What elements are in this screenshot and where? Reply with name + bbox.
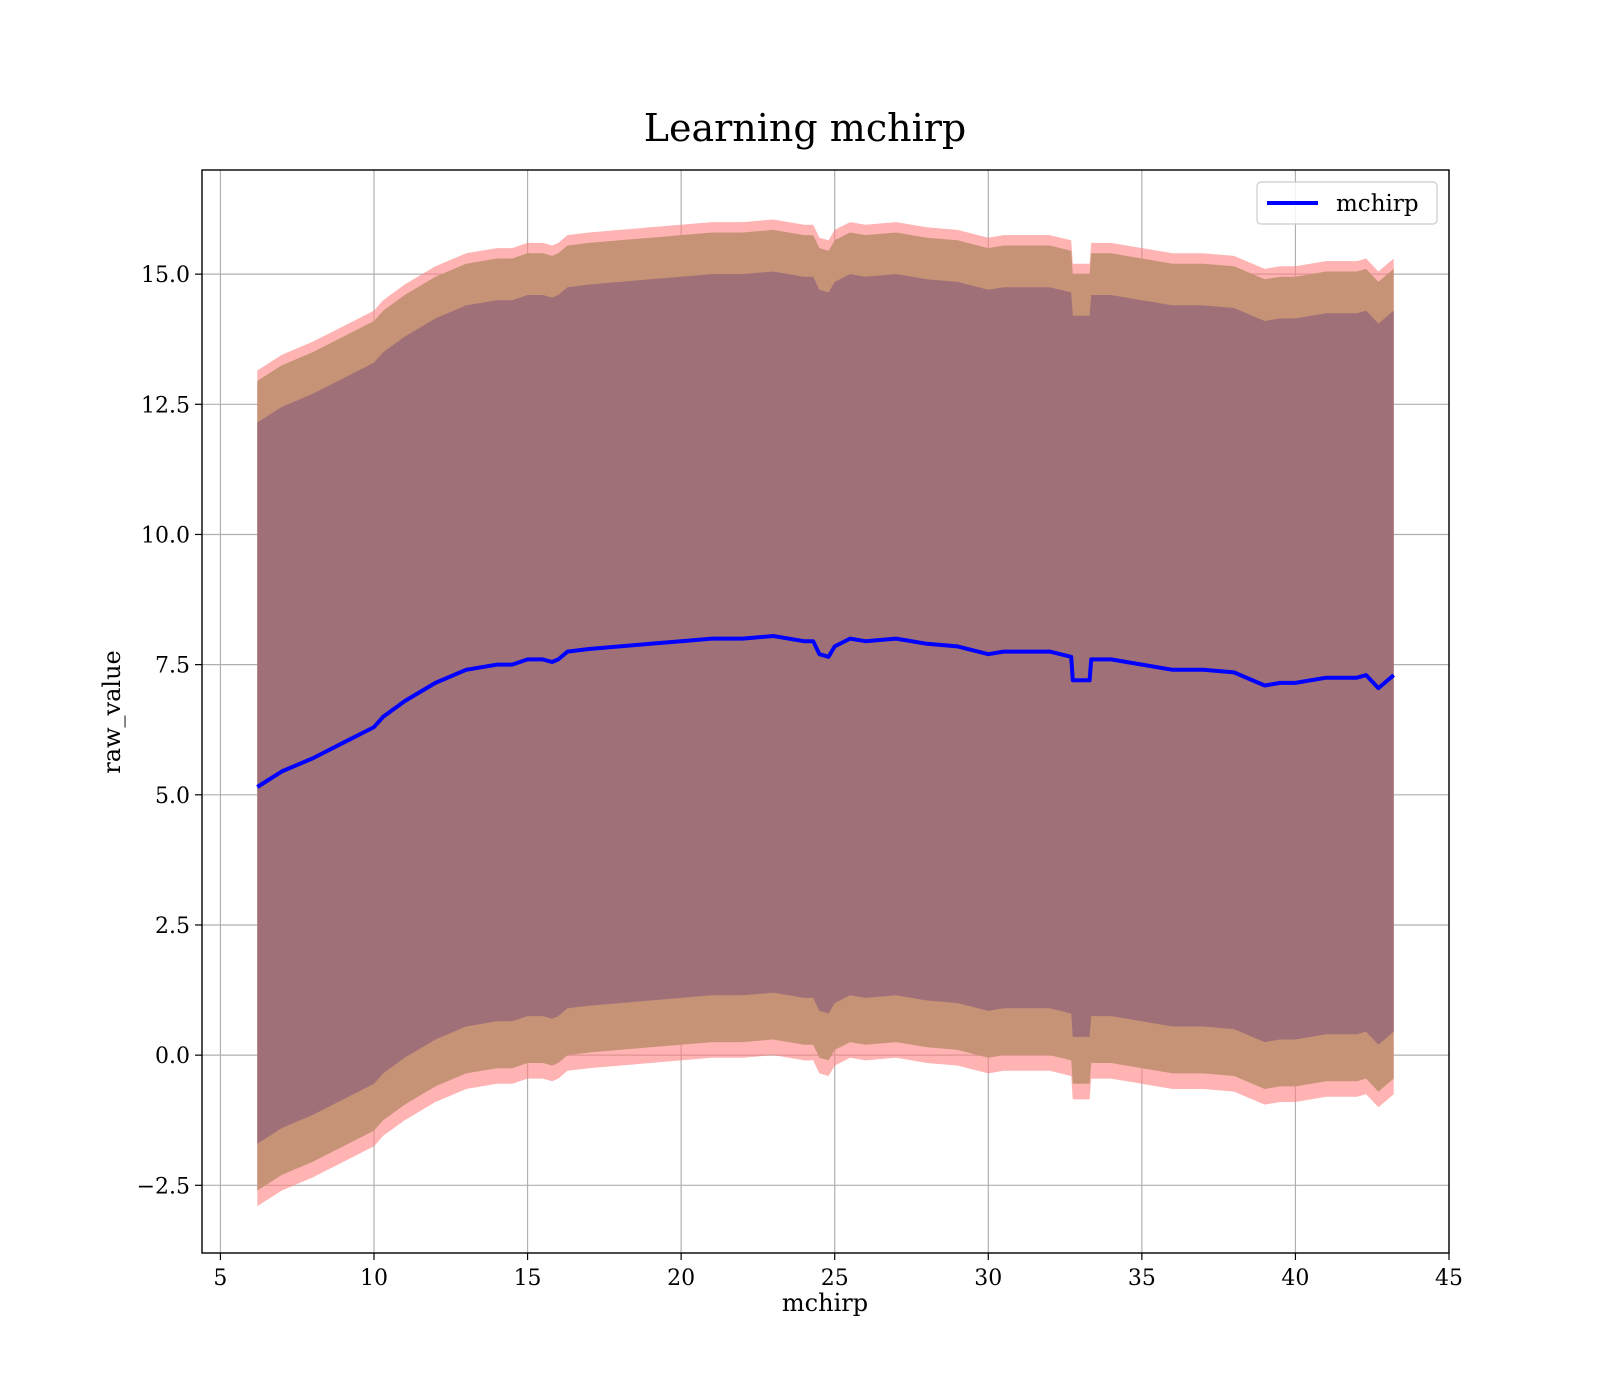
x-tick-label: 25 (821, 1266, 849, 1291)
x-tick-label: 20 (667, 1266, 695, 1291)
y-axis-label: raw_value (98, 650, 126, 774)
y-tick-label: 0.0 (155, 1044, 190, 1069)
legend: mchirp (1256, 181, 1438, 225)
x-tick-label: 35 (1128, 1266, 1156, 1291)
x-tick-label: 30 (974, 1266, 1002, 1291)
x-tick-label: 5 (213, 1266, 227, 1291)
legend-label: mchirp (1336, 191, 1419, 217)
y-tick-label: −2.5 (137, 1174, 190, 1199)
y-tick-label: 5.0 (155, 784, 190, 809)
inner-band (257, 271, 1394, 1144)
y-tick-label: 2.5 (155, 914, 190, 939)
series-line-mchirp (256, 634, 1395, 789)
x-axis-label: mchirp (782, 1289, 868, 1317)
x-tick-label: 15 (514, 1266, 542, 1291)
series-lines (256, 634, 1395, 789)
y-axis: −2.5 0.0 2.5 5.0 7.5 10.0 12.5 15.0 (137, 263, 202, 1199)
y-tick-label: 7.5 (155, 654, 190, 679)
confidence-bands (257, 219, 1394, 1207)
y-tick-label: 15.0 (141, 263, 190, 288)
plot-frame (201, 169, 1450, 1254)
x-tick-label: 10 (360, 1266, 388, 1291)
x-tick-label: 45 (1435, 1266, 1463, 1291)
x-axis: 5 10 15 20 25 30 35 40 45 (213, 1253, 1463, 1291)
y-tick-label: 12.5 (141, 393, 190, 418)
chart-title: Learning mchirp (644, 106, 966, 150)
legend-box (1256, 181, 1438, 225)
x-tick-label: 40 (1281, 1266, 1309, 1291)
y-tick-label: 10.0 (141, 523, 190, 548)
